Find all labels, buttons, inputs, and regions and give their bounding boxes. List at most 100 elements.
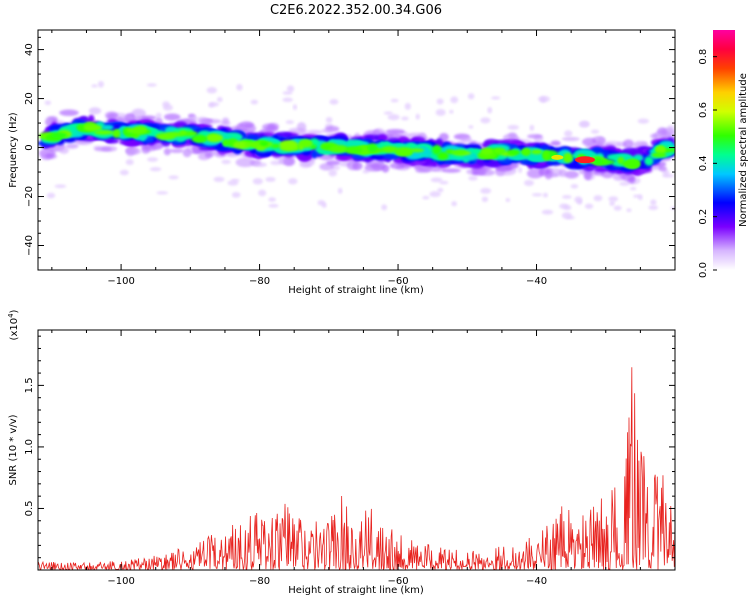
snr-x-axis-label: Height of straight line (km): [288, 585, 424, 596]
spectrogram-speckle: [449, 109, 454, 114]
snr-x-tick-label: −40: [526, 576, 547, 587]
spectrogram-speckle: [437, 187, 444, 193]
spectrogram-speckle: [422, 196, 430, 200]
spectrogram-cell: [594, 166, 610, 173]
spectrogram-cell: [530, 149, 543, 155]
spectrogram-speckle: [480, 117, 491, 124]
spectrogram-speckle: [662, 173, 674, 178]
spectrogram-cell: [346, 160, 359, 171]
spectrogram-speckle: [480, 187, 492, 194]
spectrogram-speckle: [282, 97, 293, 103]
spectrogram-cell: [250, 148, 257, 154]
spectrogram-speckle: [415, 113, 420, 120]
spectrogram-cell: [93, 146, 112, 152]
spectrogram-speckle: [436, 98, 444, 105]
spectrogram-speckle: [390, 98, 399, 103]
spectrogram-speckle: [268, 203, 279, 208]
spectrogram-cell: [198, 146, 216, 151]
spectrogram-cell: [478, 169, 496, 176]
spectrogram-speckle: [650, 199, 657, 206]
spectrogram-speckle: [541, 209, 554, 215]
spectrogram-speckle: [401, 116, 409, 121]
spectrogram-speckle: [563, 204, 572, 211]
spectrogram-speckle: [119, 169, 129, 176]
spectrogram-speckle: [252, 178, 263, 185]
spectrogram-speckle: [430, 177, 443, 183]
spectrogram-cell: [621, 160, 639, 168]
spectrogram-cell: [201, 118, 222, 124]
spectrogram-speckle: [531, 193, 543, 197]
snr-y-tick-label: 0.5: [24, 501, 35, 517]
spectrogram-cell: [558, 168, 567, 177]
spectrogram-cell: [182, 148, 192, 158]
snr-y-axis-label: SNR (10 * v/v): [8, 414, 19, 485]
snr-series-line: [38, 367, 675, 570]
spectrogram-speckle: [250, 99, 259, 105]
spectrogram-x-tick-label: −60: [387, 276, 408, 287]
figure-title: C2E6.2022.352.00.34.G06: [270, 3, 442, 18]
spectrogram-cell: [493, 147, 506, 155]
spectrogram-cell: [622, 139, 634, 149]
snr-x-tick-label: −60: [387, 576, 408, 587]
spectrogram-speckle: [383, 111, 393, 115]
colorbar-tick-label: 0.2: [698, 209, 709, 225]
spectrogram-cell: [521, 148, 531, 156]
spectrogram-speckle: [507, 124, 520, 130]
spectrogram-cell: [597, 136, 605, 146]
spectrogram-cell: [112, 128, 121, 138]
spectrogram-cell: [664, 147, 675, 152]
spectrogram-cell: [235, 157, 255, 168]
spectrogram-cell: [562, 152, 573, 163]
spectrogram-cell: [191, 134, 208, 143]
spectrogram-cell: [469, 140, 478, 146]
spectrogram-cell: [59, 146, 69, 154]
spectrogram-cell: [259, 141, 269, 147]
spectrogram-blobs: [38, 80, 675, 220]
spectrogram-speckle: [637, 194, 643, 201]
spectrogram-speckle: [168, 175, 179, 180]
spectrogram-speckle: [321, 202, 327, 208]
spectrogram-speckle: [362, 169, 370, 174]
spectrogram-speckle: [538, 95, 550, 103]
spectrogram-speckle: [450, 96, 459, 104]
spectrogram-cell: [394, 146, 414, 157]
spectrogram-cell: [279, 140, 298, 150]
spectrogram-speckle: [216, 97, 223, 103]
spectrogram-cell: [545, 160, 562, 166]
spectrogram-speckle: [570, 184, 579, 189]
spectrogram-speckle: [584, 203, 594, 209]
spectrogram-cell: [510, 144, 518, 150]
colorbar-tick-label: 0.4: [698, 155, 709, 171]
spectrogram-cell: [163, 147, 171, 156]
spectrogram-cell: [79, 116, 88, 122]
spectrogram-speckle: [227, 180, 239, 186]
spectrogram-cell: [373, 129, 381, 137]
spectrogram-cell: [329, 144, 349, 153]
spectrogram-speckle: [439, 180, 449, 185]
spectrogram-speckle: [156, 191, 169, 195]
spectrogram-speckle: [282, 91, 293, 95]
spectrogram-cell: [141, 145, 150, 154]
spectrogram-cell: [288, 127, 308, 134]
spectrogram-speckle: [91, 84, 98, 88]
spectrogram-cell: [658, 165, 667, 172]
spectrogram-cell: [126, 147, 142, 155]
spectrogram-speckle: [387, 114, 400, 121]
spectrogram-speckle: [626, 208, 632, 212]
spectrogram-cell: [480, 147, 494, 155]
colorbar: 0.0 0.2 0.4 0.6 0.8 Normalized spectral ampl…: [698, 30, 749, 278]
spectrogram-cell: [252, 162, 267, 167]
snr-y-tick-label: 1.5: [24, 377, 35, 393]
spectrogram-speckle: [329, 99, 339, 105]
spectrogram-y-ticks: −40 −20 0 20 40: [24, 36, 675, 259]
spectrogram-x-axis-label: Height of straight line (km): [288, 285, 424, 296]
spectrogram-cell: [189, 114, 198, 122]
spectrogram-speckle: [481, 196, 489, 202]
spectrogram-y-tick-label: 20: [24, 92, 35, 105]
spectrogram-speckle: [593, 195, 603, 202]
spectrogram-cell: [299, 139, 313, 148]
spectrogram-cell: [311, 149, 318, 159]
spectrogram-cell: [45, 153, 55, 159]
spectrogram-speckle: [213, 176, 225, 182]
